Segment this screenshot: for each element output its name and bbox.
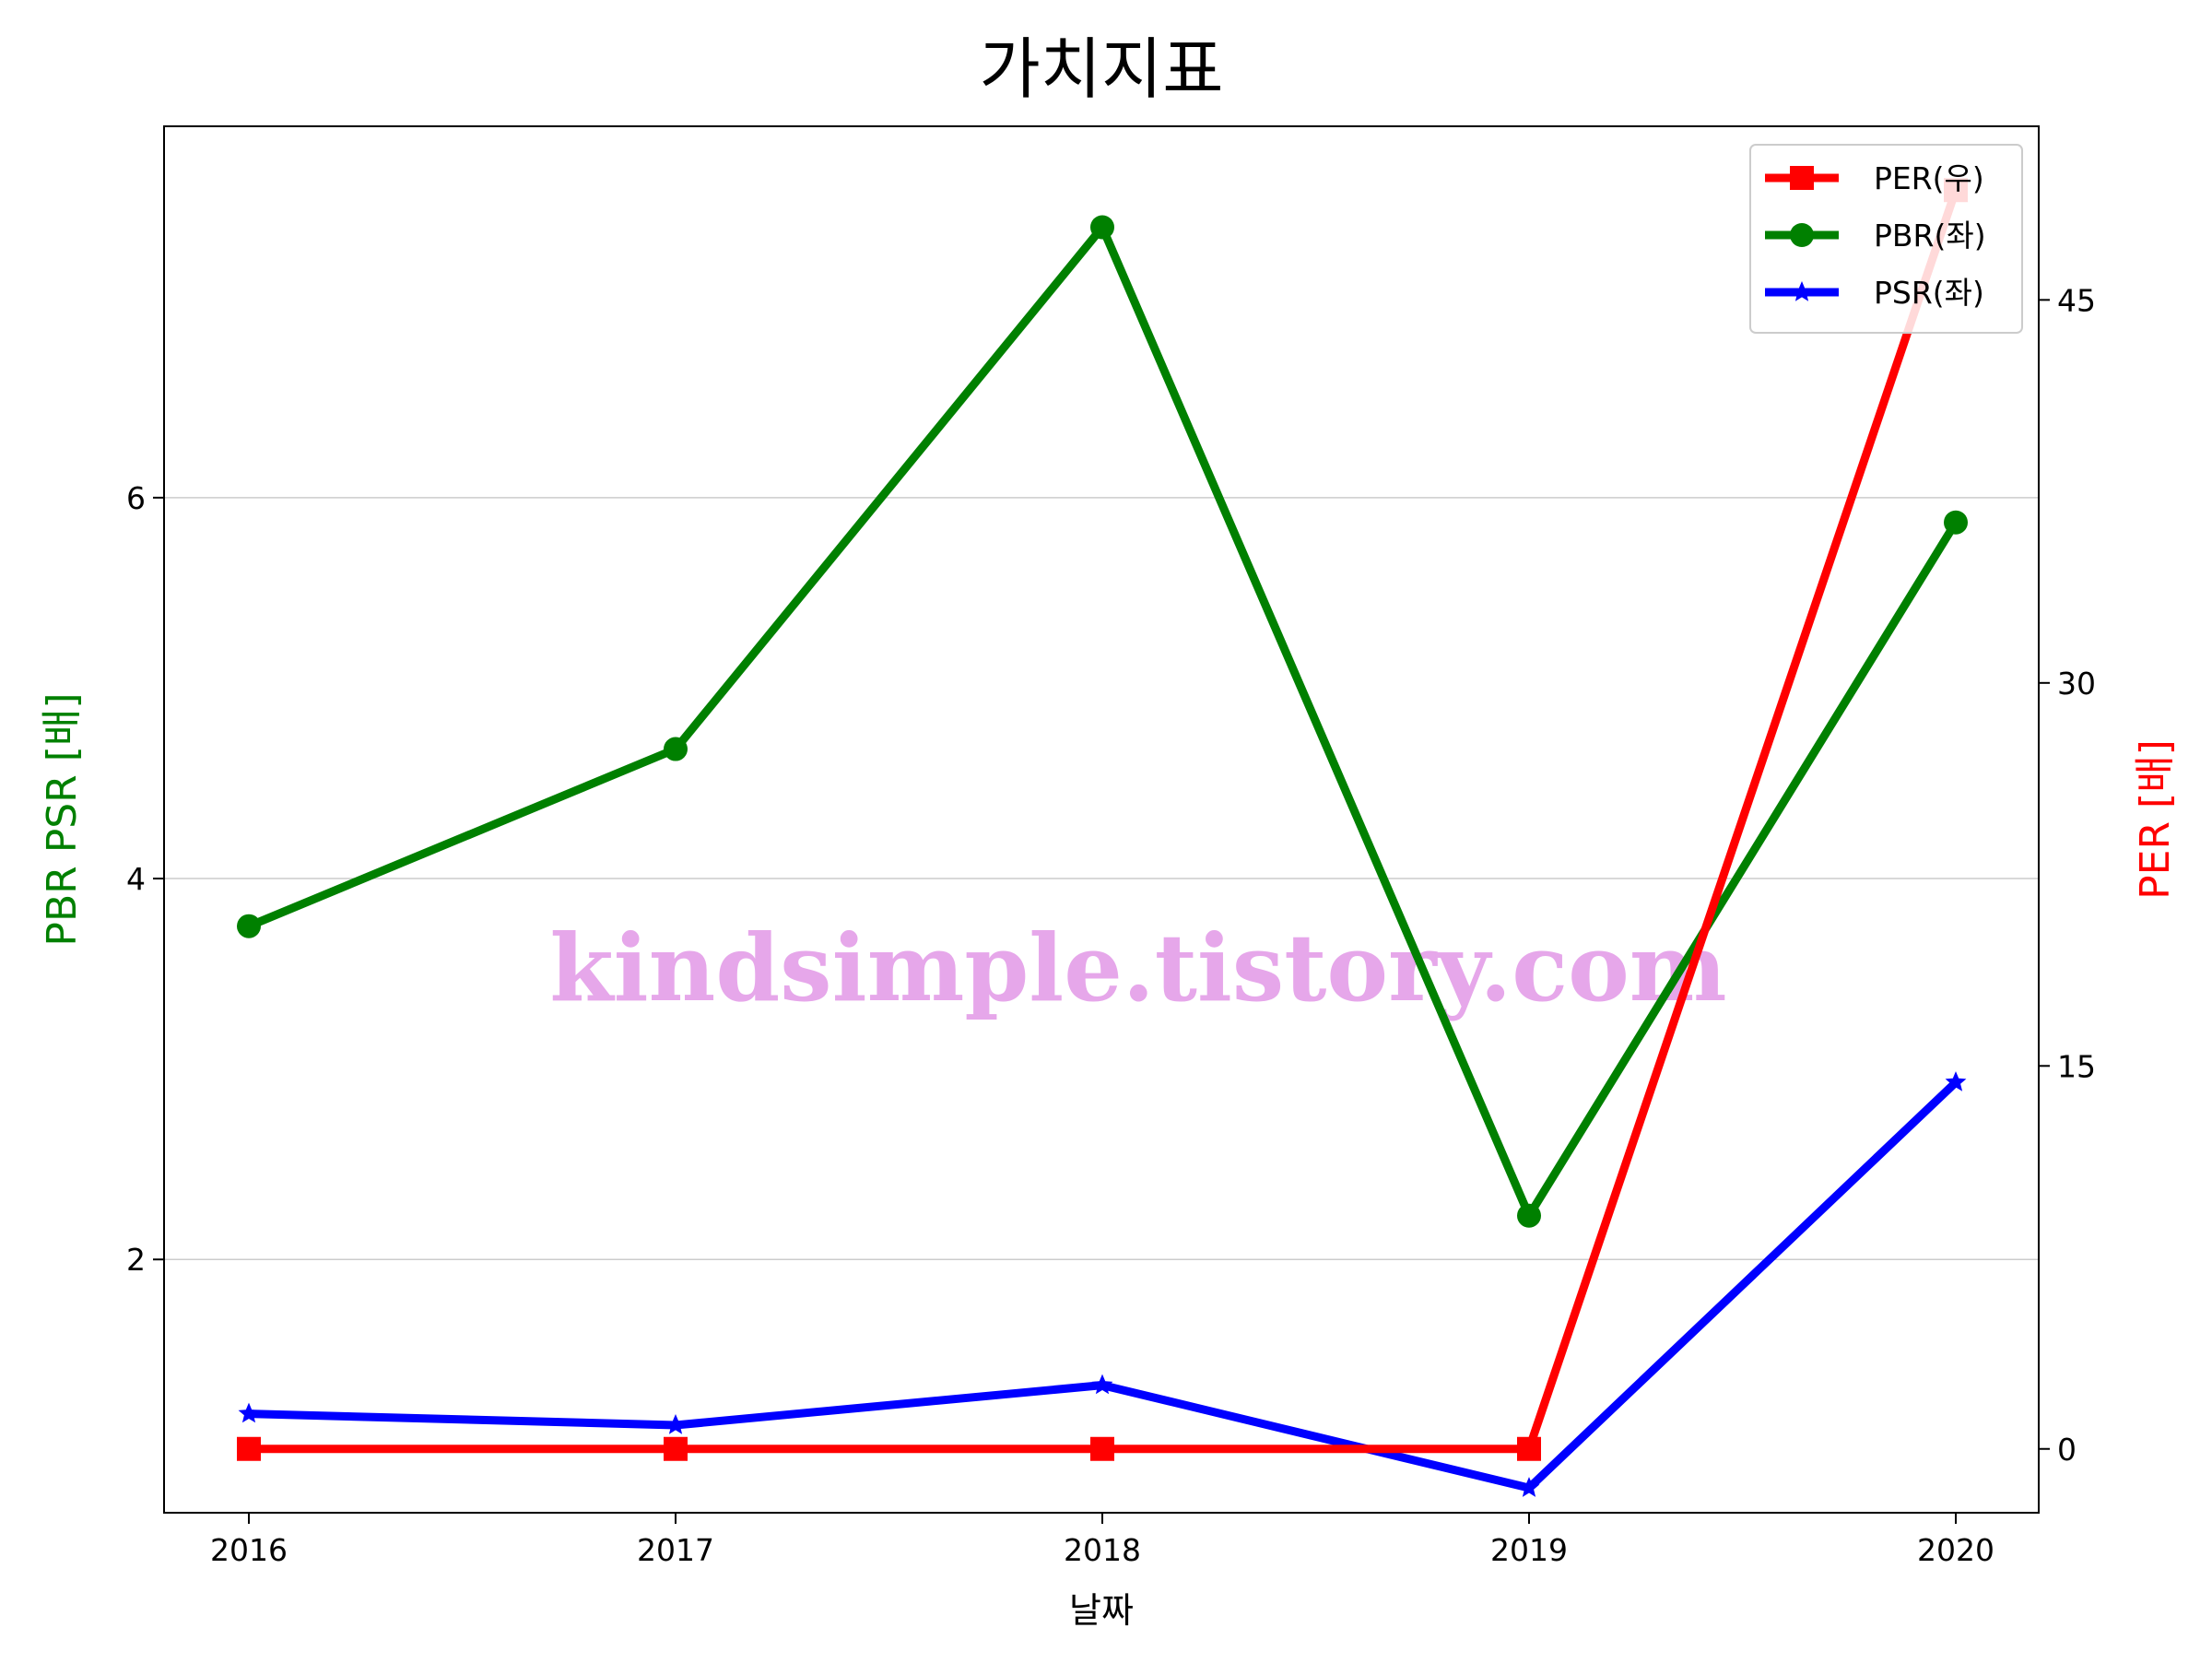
y-left-tick-label: 4 — [126, 861, 146, 897]
y-axis-right-label: PER [배] — [2132, 739, 2179, 900]
psr-point — [1091, 1374, 1113, 1395]
x-tick-label: 2020 — [1917, 1532, 1994, 1568]
y-right-tick-label: 30 — [2057, 666, 2096, 702]
pbr-point — [237, 914, 261, 938]
psr-point — [238, 1402, 260, 1423]
legend-label-psr: PSR(좌) — [1874, 275, 1984, 311]
y-axis-left-label: PBR PSR [배] — [39, 692, 86, 946]
x-tick-label: 2016 — [210, 1532, 288, 1568]
y-left-tick-label: 2 — [126, 1242, 146, 1278]
psr-point — [665, 1414, 687, 1434]
per-point — [237, 1436, 261, 1461]
legend-swatch-marker — [1790, 166, 1814, 190]
per-point — [1517, 1436, 1541, 1461]
x-tick-label: 2018 — [1064, 1532, 1141, 1568]
psr-point — [1518, 1477, 1540, 1497]
watermark-text: kindsimple.tistory.com — [549, 914, 1726, 1022]
pbr-point — [1517, 1203, 1541, 1228]
per-point — [664, 1436, 688, 1461]
legend-label-pbr: PBR(좌) — [1874, 218, 1986, 254]
legend: PER(우) PBR(좌) PSR(좌) — [1749, 144, 2023, 334]
y-left-tick-label: 6 — [126, 480, 146, 516]
legend-swatch-marker — [1790, 223, 1814, 247]
pbr-point — [1090, 215, 1114, 240]
x-tick-label: 2017 — [637, 1532, 714, 1568]
pbr-point — [664, 737, 688, 761]
y-right-tick-label: 15 — [2057, 1048, 2096, 1084]
per-point — [1090, 1436, 1114, 1461]
chart-title: 가치지표 — [980, 30, 1224, 108]
legend-label-per: PER(우) — [1874, 160, 1984, 196]
x-axis-label: 날짜 — [1069, 1590, 1134, 1631]
y-right-tick-label: 0 — [2057, 1432, 2077, 1468]
y-right-tick-label: 45 — [2057, 282, 2096, 318]
legend-swatch-marker — [1791, 281, 1813, 301]
pbr-point — [1944, 510, 1968, 535]
x-tick-label: 2019 — [1490, 1532, 1568, 1568]
legend-box — [1749, 144, 2023, 334]
psr-point — [1945, 1071, 1967, 1091]
